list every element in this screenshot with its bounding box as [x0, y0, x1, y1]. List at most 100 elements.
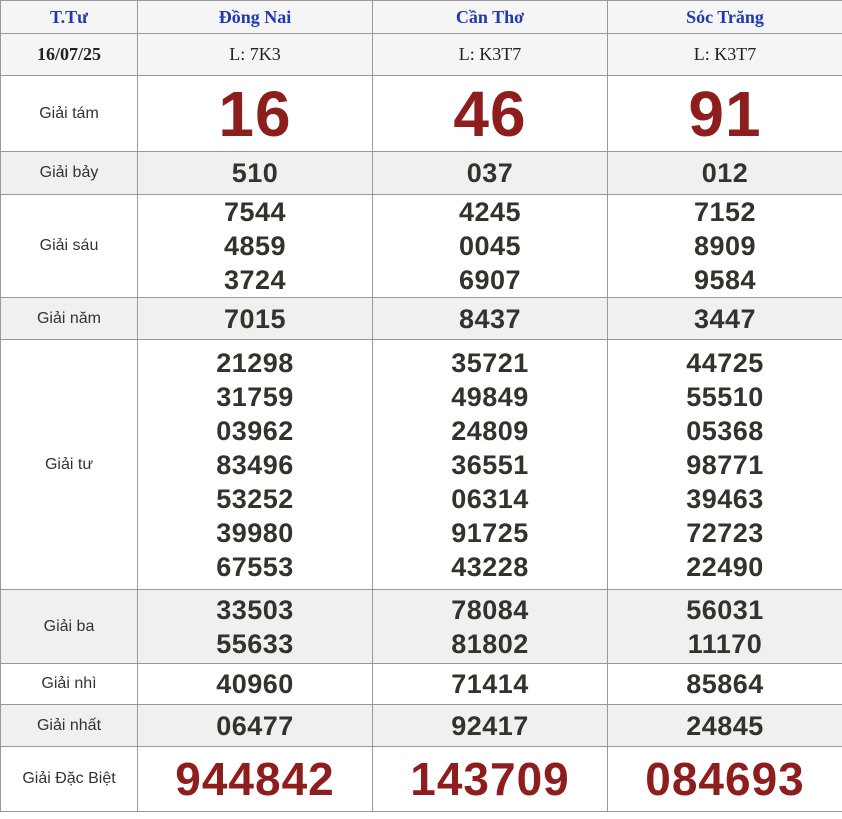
prize-row: Giải tám 16 46 91 — [0, 75, 842, 152]
result-number: 91 — [688, 77, 762, 150]
result-number: 71414 — [451, 669, 529, 699]
result-number: 67553 — [216, 551, 294, 582]
result-number: 85864 — [686, 669, 764, 699]
result-number: 06477 — [216, 710, 294, 741]
result-cell: 21298 31759 03962 83496 53252 39980 67553 — [137, 339, 373, 590]
result-number: 92417 — [451, 710, 529, 741]
result-number: 24809 — [451, 415, 529, 446]
lottery-code: L: 7K3 — [137, 33, 373, 76]
result-number: 3724 — [223, 265, 287, 295]
result-cell: 8437 — [372, 297, 608, 340]
result-number: 55633 — [216, 628, 294, 659]
prize-label: Giải tư — [0, 339, 138, 590]
date-row: 16/07/25 L: 7K3 L: K3T7 L: K3T7 — [0, 33, 842, 76]
result-number: 06314 — [451, 483, 529, 514]
result-number: 03962 — [216, 415, 294, 446]
province-header-dong-nai[interactable]: Đồng Nai — [137, 0, 373, 34]
result-number: 7152 — [693, 197, 757, 227]
result-number: 49849 — [451, 381, 529, 412]
result-number: 510 — [231, 158, 279, 188]
result-number: 0045 — [458, 231, 522, 261]
result-number: 91725 — [451, 517, 529, 548]
result-number: 4859 — [223, 231, 287, 261]
result-cell: 92417 — [372, 704, 608, 747]
result-number: 39980 — [216, 517, 294, 548]
result-cell: 4245 0045 6907 — [372, 194, 608, 298]
prize-row: Giải tư 21298 31759 03962 83496 53252 39980 675… — [0, 339, 842, 590]
result-number: 31759 — [216, 381, 294, 412]
prize-row: Giải nhất 06477 92417 24845 — [0, 704, 842, 747]
prize-label: Giải năm — [0, 297, 138, 340]
result-cell: 40960 — [137, 663, 373, 705]
prize-row: Giải nhì 40960 71414 85864 — [0, 663, 842, 705]
result-number: 56031 — [686, 594, 764, 625]
prize-row: Giải Đặc Biệt 944842 143709 084693 — [0, 746, 842, 812]
lottery-code: L: K3T7 — [607, 33, 842, 76]
result-cell: 7015 — [137, 297, 373, 340]
result-cell: 33503 55633 — [137, 589, 373, 664]
result-cell: 3447 — [607, 297, 842, 340]
province-header-can-tho[interactable]: Cần Thơ — [372, 0, 608, 34]
prize-row: Giải sáu 7544 4859 3724 4245 0045 6907 7152 8909… — [0, 194, 842, 298]
result-number: 39463 — [686, 483, 764, 514]
result-number: 084693 — [645, 753, 805, 805]
draw-date: 16/07/25 — [0, 33, 138, 76]
result-number: 55510 — [686, 381, 764, 412]
result-cell: 78084 81802 — [372, 589, 608, 664]
result-cell: 143709 — [372, 746, 608, 812]
result-cell: 7152 8909 9584 — [607, 194, 842, 298]
lottery-code: L: K3T7 — [372, 33, 608, 76]
prize-label: Giải Đặc Biệt — [0, 746, 138, 812]
result-cell: 24845 — [607, 704, 842, 747]
header-row: T.Tư Đồng Nai Cần Thơ Sóc Trăng — [0, 0, 842, 34]
result-number: 143709 — [410, 753, 570, 805]
result-number: 53252 — [216, 483, 294, 514]
result-number: 81802 — [451, 628, 529, 659]
result-cell: 35721 49849 24809 36551 06314 91725 43228 — [372, 339, 608, 590]
result-number: 46 — [453, 77, 527, 150]
result-number: 33503 — [216, 594, 294, 625]
result-number: 22490 — [686, 551, 764, 582]
result-cell: 944842 — [137, 746, 373, 812]
result-cell: 91 — [607, 75, 842, 152]
prize-label: Giải nhì — [0, 663, 138, 705]
result-number: 9584 — [693, 265, 757, 295]
result-cell: 012 — [607, 151, 842, 195]
result-number: 944842 — [175, 753, 335, 805]
prize-row: Giải bảy 510 037 012 — [0, 151, 842, 195]
prize-row: Giải ba 33503 55633 78084 81802 56031 11170 — [0, 589, 842, 664]
prize-label: Giải nhất — [0, 704, 138, 747]
result-cell: 56031 11170 — [607, 589, 842, 664]
prize-label: Giải ba — [0, 589, 138, 664]
result-number: 7015 — [223, 303, 287, 334]
result-number: 05368 — [686, 415, 764, 446]
prize-label: Giải tám — [0, 75, 138, 152]
result-number: 24845 — [686, 710, 764, 741]
result-cell: 16 — [137, 75, 373, 152]
result-number: 21298 — [216, 347, 294, 378]
result-cell: 510 — [137, 151, 373, 195]
result-cell: 7544 4859 3724 — [137, 194, 373, 298]
result-number: 36551 — [451, 449, 529, 480]
result-number: 72723 — [686, 517, 764, 548]
prize-label: Giải sáu — [0, 194, 138, 298]
result-number: 35721 — [451, 347, 529, 378]
result-number: 43228 — [451, 551, 529, 582]
result-number: 4245 — [458, 197, 522, 227]
result-number: 98771 — [686, 449, 764, 480]
result-number: 3447 — [693, 303, 757, 334]
result-number: 40960 — [216, 669, 294, 699]
result-number: 44725 — [686, 347, 764, 378]
province-header-soc-trang[interactable]: Sóc Trăng — [607, 0, 842, 34]
result-cell: 46 — [372, 75, 608, 152]
result-number: 8909 — [693, 231, 757, 261]
result-number: 16 — [218, 77, 292, 150]
prize-label: Giải bảy — [0, 151, 138, 195]
result-number: 012 — [701, 158, 749, 188]
result-cell: 037 — [372, 151, 608, 195]
result-number: 83496 — [216, 449, 294, 480]
result-cell: 85864 — [607, 663, 842, 705]
result-number: 7544 — [223, 197, 287, 227]
result-number: 8437 — [458, 303, 522, 334]
